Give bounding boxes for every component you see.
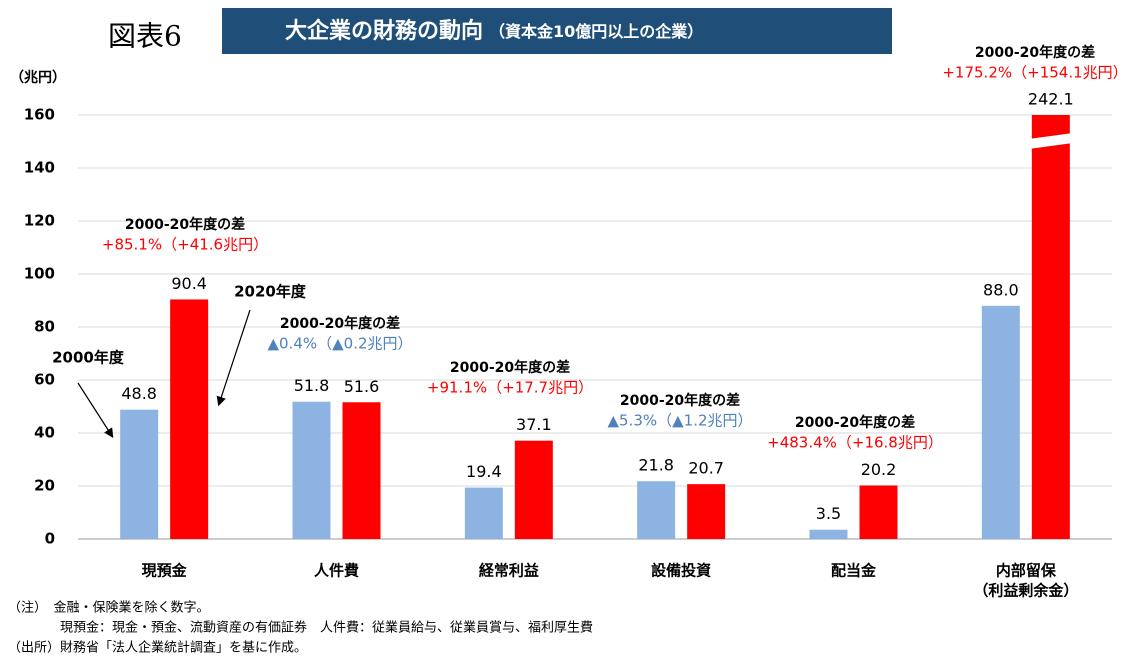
title-box [222,8,892,54]
title: 大企業の財務の動向 [285,18,483,44]
annotation-title: 2000-20年度の差 [125,216,245,233]
value-label: 90.4 [171,274,207,293]
arrow [77,382,114,439]
annotation-text: +85.1%（+41.6兆円） [102,236,268,254]
y-tick-label: 60 [34,371,55,389]
annotation-title: 2000-20年度の差 [795,414,915,431]
annotation-text: +175.2%（+154.1兆円） [942,64,1127,82]
annotation-title: 2000-20年度の差 [975,44,1095,61]
subtitle: （資本金10億円以上の企業） [489,22,703,41]
y-tick-label: 120 [24,212,55,230]
bar [859,485,898,539]
value-label: 48.8 [121,384,157,403]
annotation-title: 2000-20年度の差 [450,359,570,376]
y-tick-label: 20 [34,477,55,495]
value-label: 19.4 [466,462,502,481]
y-tick-label: 80 [34,318,55,336]
annotation-text: ▲5.3%（▲1.2兆円） [607,412,752,430]
value-label: 3.5 [816,504,841,523]
x-tick-label: 人件費 [314,562,359,580]
annotation-text: +91.1%（+17.7兆円） [427,379,593,397]
x-tick-label: 現預金 [142,562,188,580]
bar [292,401,331,539]
legend-entry: 2000年度 [52,349,125,367]
bar [170,299,209,539]
x-tick-label: 内部留保 [996,562,1057,580]
x-tick-label: （利益剰余金） [973,582,1078,600]
bar [637,481,676,539]
bar [1031,115,1070,539]
y-tick-label: 140 [24,159,55,177]
y-tick-label: 0 [45,530,55,548]
annotation-title: 2000-20年度の差 [620,392,740,409]
value-label: 37.1 [516,415,552,434]
note: （出所）財務省「法人企業統計調査」を基に作成。 [8,640,307,656]
bar [981,305,1020,539]
annotation-title: 2000-20年度の差 [280,315,400,332]
x-tick-label: 設備投資 [651,562,711,580]
note: （注） 金融・保険業を除く数字。 [8,600,210,616]
chart-title: 大企業の財務の動向 （資本金10億円以上の企業） [285,18,703,44]
value-label: 20.2 [861,460,897,479]
bar [809,529,848,539]
bar [120,409,159,539]
x-tick-label: 配当金 [831,562,877,580]
x-tick-label: 経常利益 [479,562,539,580]
value-label: 51.8 [294,376,330,395]
y-tick-label: 40 [34,424,55,442]
value-label: 242.1 [1028,90,1074,109]
value-label: 88.0 [983,280,1019,299]
y-axis-label: （兆円） [10,70,66,86]
arrow [216,309,251,407]
y-tick-label: 100 [24,265,55,283]
value-label: 51.6 [344,377,380,396]
axis-break [1028,133,1073,149]
figure-label: 図表6 [108,20,182,53]
annotation-text: ▲0.4%（▲0.2兆円） [267,335,412,353]
bar [342,402,381,539]
annotation-text: +483.4%（+16.8兆円） [767,434,943,452]
bar [687,484,726,539]
note: 現預金：現金・預金、流動資産の有価証券 人件費：従業員給与、従業員賞与、福利厚生… [8,620,593,636]
bar [514,440,553,539]
y-tick-label: 160 [24,106,55,124]
bar [464,487,503,539]
value-label: 21.8 [638,456,674,475]
legend-entry: 2020年度 [234,283,307,301]
value-label: 20.7 [688,459,724,478]
